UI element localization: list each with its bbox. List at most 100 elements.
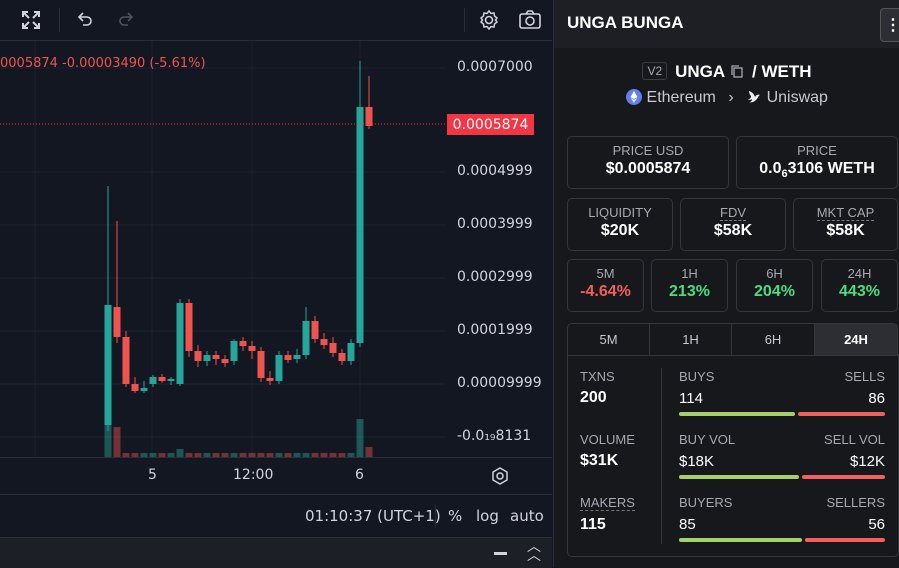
volume-bar bbox=[149, 453, 157, 457]
time-label: 5 bbox=[148, 467, 157, 483]
metric-label: LIQUIDITY bbox=[588, 205, 652, 220]
candle-body bbox=[311, 321, 319, 339]
price-axis-label: 0.0004999 bbox=[457, 163, 533, 179]
time-axis[interactable]: 5 12:00 6 bbox=[0, 457, 552, 494]
candle-body bbox=[113, 307, 121, 337]
price-axis-label: 0.0003999 bbox=[457, 216, 533, 232]
volume-bar bbox=[158, 453, 166, 457]
volume-bar bbox=[239, 453, 247, 457]
sells-value: 86 bbox=[868, 390, 885, 407]
tab-24h[interactable]: 24H bbox=[814, 323, 898, 356]
candle-body bbox=[149, 377, 157, 384]
candle-body bbox=[266, 378, 274, 381]
minimize-icon[interactable] bbox=[494, 552, 507, 555]
volume-bar bbox=[131, 453, 139, 457]
change-label: 24H bbox=[847, 266, 872, 281]
price-axis-label: 0.0001999 bbox=[457, 322, 533, 338]
change-6h-box[interactable]: 6H 204% bbox=[736, 259, 813, 312]
volume-label: VOLUME bbox=[580, 432, 635, 447]
price-native-label: PRICE bbox=[797, 143, 837, 158]
current-price-tag: 0.0005874 bbox=[447, 114, 534, 135]
candle-body bbox=[203, 355, 211, 361]
change-5m-box[interactable]: 5M -4.64% bbox=[567, 259, 644, 312]
candlestick-chart[interactable] bbox=[0, 41, 552, 457]
change-value: 213% bbox=[669, 283, 710, 300]
tab-6h[interactable]: 6H bbox=[731, 323, 815, 356]
price-native-box: PRICE 0.063106 WETH bbox=[736, 136, 898, 189]
chart-bottom-bar: 01:10:37 (UTC+1) % log auto bbox=[0, 494, 552, 537]
chain-name[interactable]: Ethereum bbox=[646, 89, 716, 106]
volume-bar bbox=[365, 447, 373, 457]
clock-display[interactable]: 01:10:37 (UTC+1) bbox=[305, 507, 441, 525]
price-usd-value: $0.0005874 bbox=[605, 160, 691, 177]
volume-bar bbox=[302, 453, 310, 457]
tab-1h[interactable]: 1H bbox=[649, 323, 732, 356]
tab-5m[interactable]: 5M bbox=[567, 323, 650, 356]
buyers-ratio-bar bbox=[679, 538, 802, 542]
fdv-box: FDV $58K bbox=[680, 198, 786, 251]
candle-body bbox=[239, 341, 247, 346]
sellers-ratio-bar bbox=[805, 538, 885, 542]
chart-area[interactable]: 0005874 -0.00003490 (-5.61%) 0.0007000 0.… bbox=[0, 41, 552, 457]
candle-body bbox=[329, 343, 337, 353]
redo-icon[interactable] bbox=[112, 6, 140, 34]
candle-body bbox=[212, 355, 220, 359]
change-value: 443% bbox=[839, 283, 880, 300]
metric-value: $58K bbox=[713, 222, 753, 239]
buys-value: 114 bbox=[679, 390, 703, 407]
sells-ratio-bar bbox=[798, 412, 885, 416]
token-info-panel: UNGA BUNGA ⋮ V2 UNGA / WETH Ethereum › Un… bbox=[553, 0, 899, 567]
undo-icon[interactable] bbox=[71, 6, 99, 34]
candle-body bbox=[221, 359, 229, 363]
pair-row: V2 UNGA / WETH bbox=[554, 62, 899, 83]
change-1h-box[interactable]: 1H 213% bbox=[651, 259, 728, 312]
token-name: UNGA BUNGA bbox=[567, 13, 684, 32]
metric-label[interactable]: MKT CAP bbox=[816, 205, 875, 221]
buys-label: BUYS bbox=[679, 369, 715, 384]
more-menu-icon[interactable]: ⋮ bbox=[880, 8, 899, 42]
percent-scale-button[interactable]: % bbox=[448, 507, 463, 525]
expand-up-icon[interactable]: ︿ ︿ bbox=[527, 538, 541, 563]
metric-label[interactable]: FDV bbox=[720, 205, 746, 221]
dex-name[interactable]: Uniswap bbox=[766, 89, 828, 106]
fullscreen-icon[interactable] bbox=[17, 6, 45, 34]
log-scale-button[interactable]: log bbox=[476, 507, 499, 525]
change-24h-box[interactable]: 24H 443% bbox=[821, 259, 898, 312]
candle-body bbox=[104, 305, 112, 425]
volume-bar bbox=[140, 453, 148, 457]
price-axis-label: 0.0007000 bbox=[457, 59, 533, 75]
transaction-stats: TXNS 200 BUYS SELLS 114 86 VOLUME $31K B… bbox=[567, 354, 899, 557]
volume-bar bbox=[311, 453, 319, 457]
liquidity-box: LIQUIDITY $20K bbox=[567, 198, 673, 251]
sells-label: SELLS bbox=[844, 369, 885, 384]
volume-bar bbox=[122, 453, 130, 457]
uniswap-icon bbox=[746, 89, 762, 110]
settings-gear-icon[interactable] bbox=[475, 6, 503, 34]
volume-bar bbox=[185, 453, 193, 457]
chart-toolbar bbox=[0, 0, 552, 41]
candle-body bbox=[347, 343, 355, 361]
sell-vol-label: SELL VOL bbox=[824, 432, 885, 447]
auto-scale-button[interactable]: auto bbox=[510, 507, 544, 525]
change-label: 5M bbox=[596, 266, 615, 281]
reset-axis-icon[interactable] bbox=[490, 466, 510, 491]
txns-value: 200 bbox=[580, 389, 607, 406]
price-axis-label: 0.0002999 bbox=[457, 269, 533, 285]
buy-vol-ratio-bar bbox=[679, 475, 799, 479]
panel-header: UNGA BUNGA ⋮ bbox=[554, 0, 899, 48]
time-label: 12:00 bbox=[233, 467, 274, 483]
copy-icon[interactable] bbox=[731, 63, 743, 83]
change-label: 1H bbox=[681, 266, 698, 281]
version-badge: V2 bbox=[642, 62, 668, 80]
candle-body bbox=[140, 388, 148, 391]
volume-bar bbox=[221, 453, 229, 457]
candle-body bbox=[365, 107, 373, 126]
volume-bar bbox=[212, 453, 220, 457]
chevron-right-icon: › bbox=[728, 89, 734, 106]
volume-bar bbox=[347, 453, 355, 457]
candle-body bbox=[122, 337, 130, 384]
camera-icon[interactable] bbox=[516, 6, 544, 34]
candle-body bbox=[158, 377, 166, 381]
buyers-value: 85 bbox=[679, 516, 696, 533]
volume-bar bbox=[257, 453, 265, 457]
